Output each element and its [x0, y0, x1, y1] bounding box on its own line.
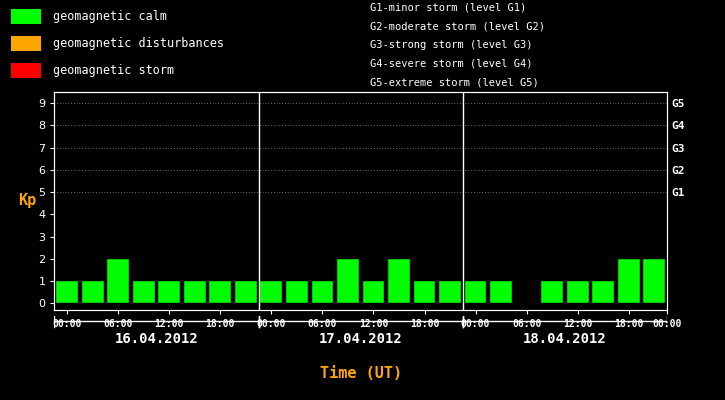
- Bar: [210, 281, 231, 303]
- Bar: [286, 281, 307, 303]
- Bar: [12, 9, 41, 24]
- Text: G1-minor storm (level G1): G1-minor storm (level G1): [370, 2, 526, 12]
- Text: G5-extreme storm (level G5): G5-extreme storm (level G5): [370, 78, 539, 88]
- Text: 17.04.2012: 17.04.2012: [319, 332, 402, 346]
- Bar: [490, 281, 512, 303]
- Text: G2-moderate storm (level G2): G2-moderate storm (level G2): [370, 21, 544, 31]
- Text: geomagnetic disturbances: geomagnetic disturbances: [53, 37, 224, 50]
- Bar: [12, 36, 41, 51]
- Bar: [439, 281, 461, 303]
- Text: 16.04.2012: 16.04.2012: [115, 332, 199, 346]
- Bar: [260, 281, 282, 303]
- Bar: [235, 281, 257, 303]
- Bar: [12, 63, 41, 78]
- Y-axis label: Kp: Kp: [18, 194, 36, 208]
- Text: geomagnetic calm: geomagnetic calm: [53, 10, 167, 23]
- Bar: [107, 259, 129, 303]
- Bar: [542, 281, 563, 303]
- Text: geomagnetic storm: geomagnetic storm: [53, 64, 174, 77]
- Bar: [643, 259, 665, 303]
- Bar: [465, 281, 486, 303]
- Bar: [133, 281, 154, 303]
- Bar: [592, 281, 614, 303]
- Text: 18.04.2012: 18.04.2012: [523, 332, 607, 346]
- Text: G4-severe storm (level G4): G4-severe storm (level G4): [370, 59, 532, 69]
- Bar: [362, 281, 384, 303]
- Bar: [82, 281, 104, 303]
- Bar: [618, 259, 639, 303]
- Bar: [337, 259, 359, 303]
- Text: G3-strong storm (level G3): G3-strong storm (level G3): [370, 40, 532, 50]
- Text: Time (UT): Time (UT): [320, 366, 402, 382]
- Bar: [414, 281, 435, 303]
- Bar: [312, 281, 334, 303]
- Bar: [388, 259, 410, 303]
- Bar: [184, 281, 206, 303]
- Bar: [567, 281, 589, 303]
- Bar: [158, 281, 180, 303]
- Bar: [57, 281, 78, 303]
